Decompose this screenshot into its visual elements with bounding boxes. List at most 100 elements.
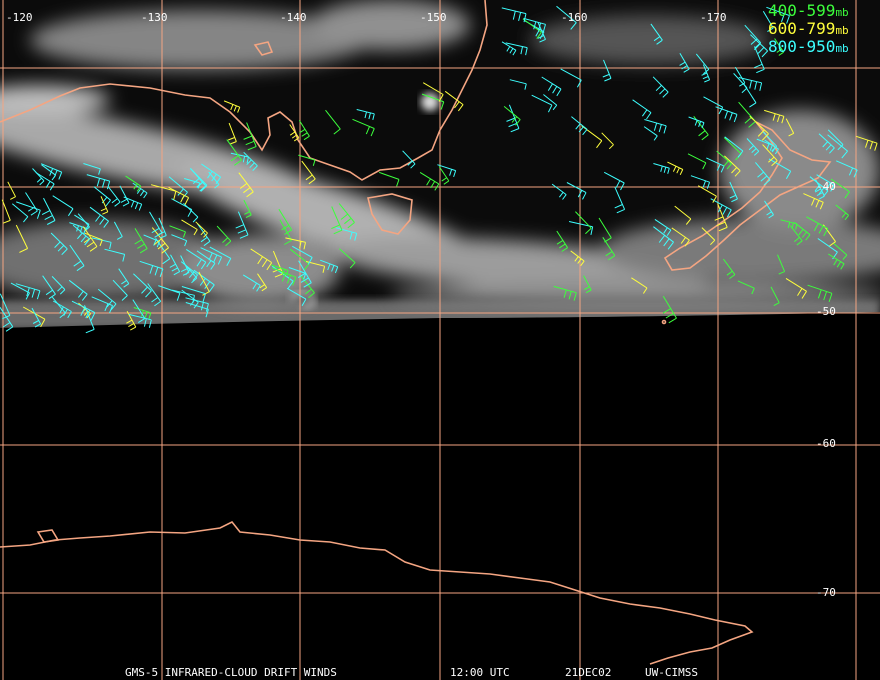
wind-barb xyxy=(42,275,56,300)
lat-label: -40 xyxy=(816,180,836,193)
latitude-labels: -40 -50 -60 -70 xyxy=(816,180,836,599)
wind-barb xyxy=(289,248,310,271)
wind-barb xyxy=(271,264,289,277)
wind-barb xyxy=(632,99,652,120)
wind-barb xyxy=(133,307,152,319)
wind-barb xyxy=(123,196,143,211)
wind-barb xyxy=(352,118,375,137)
wind-barb xyxy=(601,132,614,150)
wind-barb xyxy=(749,115,769,141)
wind-barb xyxy=(770,286,780,307)
wind-barb xyxy=(195,221,208,238)
wind-barb xyxy=(100,196,109,215)
wind-barb xyxy=(243,199,252,219)
wind-barb xyxy=(126,311,137,331)
wind-barb xyxy=(724,155,741,177)
wind-barb xyxy=(560,68,582,88)
wind-barb xyxy=(112,279,128,301)
wind-barb xyxy=(11,203,29,223)
wind-barb xyxy=(288,267,307,280)
wind-barb xyxy=(836,160,858,178)
lon-label: -120 xyxy=(6,11,33,24)
wind-barb xyxy=(52,300,72,319)
wind-barb xyxy=(298,154,316,166)
wind-barb xyxy=(297,260,312,288)
wind-barb xyxy=(190,168,207,192)
wind-barb xyxy=(551,183,567,200)
wind-barb xyxy=(93,186,111,207)
wind-barb xyxy=(181,286,206,302)
wind-barb xyxy=(505,42,528,56)
wind-barb xyxy=(338,248,356,269)
footer-time: 12:00 UTC xyxy=(450,666,510,679)
wind-barb xyxy=(774,38,785,56)
wind-barb xyxy=(89,206,109,228)
wind-barb xyxy=(139,260,164,278)
wind-barb xyxy=(701,227,716,246)
wind-barb xyxy=(82,226,98,252)
wind-barb xyxy=(250,248,273,271)
wind-barb xyxy=(809,176,829,198)
wind-barb xyxy=(706,157,725,173)
wind-barb xyxy=(51,276,66,295)
wind-barb xyxy=(835,204,849,221)
legend-entry: 400-599mb xyxy=(768,1,849,20)
wind-barb xyxy=(228,122,237,145)
wind-barb xyxy=(671,227,690,247)
wind-barb xyxy=(338,203,355,229)
wind-barb xyxy=(285,237,306,250)
wind-barb xyxy=(181,289,199,309)
wind-barb xyxy=(631,277,648,294)
wind-barb xyxy=(40,163,63,180)
wind-barb xyxy=(201,163,222,185)
wind-barb xyxy=(169,225,186,238)
wind-barb xyxy=(650,23,663,45)
wind-barb xyxy=(722,258,736,280)
wind-barb xyxy=(186,248,207,270)
wind-barb xyxy=(169,254,181,276)
legend-range: 600-799 xyxy=(768,19,835,38)
wind-barb xyxy=(272,267,297,286)
wind-barb xyxy=(827,129,844,151)
wind-barb xyxy=(598,217,612,243)
wind-barb xyxy=(198,271,210,296)
wind-barb xyxy=(97,288,117,311)
wind-barb xyxy=(180,261,198,281)
wind-barb xyxy=(444,90,464,112)
wind-barb xyxy=(806,216,829,237)
wind-barb xyxy=(84,232,103,247)
wind-barb xyxy=(113,221,123,240)
wind-barb xyxy=(0,293,11,320)
wind-barb xyxy=(257,273,268,292)
wind-barb xyxy=(279,219,293,245)
wind-barb xyxy=(715,106,738,123)
wind-barb xyxy=(667,161,684,176)
wind-barb xyxy=(756,138,773,151)
wind-barb xyxy=(301,160,316,185)
wind-barb xyxy=(814,179,825,200)
wind-barb xyxy=(523,17,546,32)
wind-barb xyxy=(185,297,209,312)
wind-barb xyxy=(570,250,585,266)
wind-barb xyxy=(553,285,577,301)
wind-barb xyxy=(817,238,838,260)
footer-product: GMS-5 INFRARED-CLOUD DRIFT WINDS xyxy=(125,666,337,679)
wind-barb xyxy=(566,182,587,200)
wind-barb xyxy=(556,5,577,30)
wind-barb xyxy=(818,133,835,154)
wind-barb xyxy=(438,166,450,185)
wind-barb xyxy=(158,285,181,301)
wind-barb xyxy=(286,287,307,306)
wind-barb xyxy=(556,230,569,252)
wind-barb xyxy=(379,171,400,187)
wind-barb xyxy=(816,174,835,192)
wind-barb xyxy=(168,186,190,205)
wind-barb xyxy=(421,93,445,110)
legend-unit: mb xyxy=(835,6,848,19)
footer-date: 21DEC02 xyxy=(565,666,611,679)
wind-barb xyxy=(422,82,444,102)
lon-label: -150 xyxy=(420,11,447,24)
wind-barb xyxy=(50,232,68,256)
wind-barb xyxy=(754,46,765,74)
wind-barb xyxy=(238,172,254,198)
